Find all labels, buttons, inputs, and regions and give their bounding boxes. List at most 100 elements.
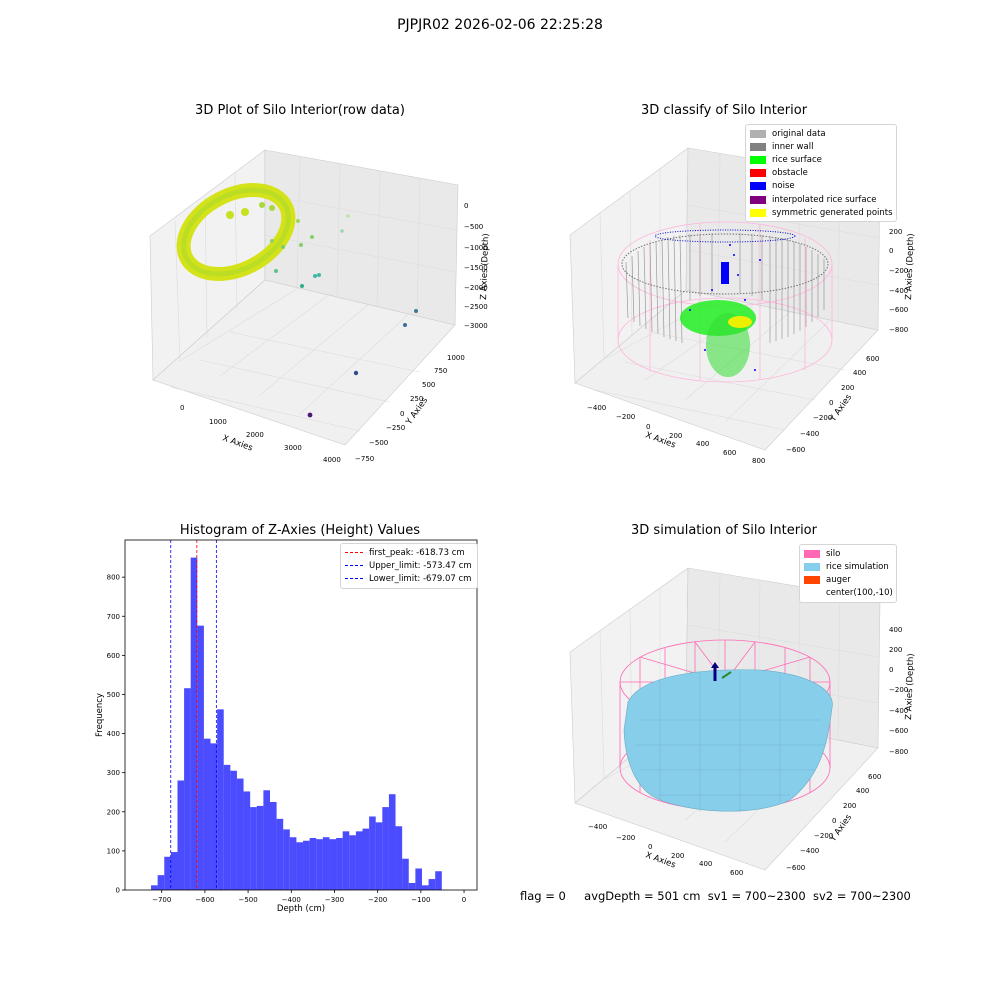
legend-item: noise <box>750 180 892 193</box>
classify-ztick: −600 <box>889 306 908 314</box>
simulation-ytick: −600 <box>786 864 805 872</box>
histogram-xtick-label: −500 <box>238 896 257 904</box>
histogram-xtick-label: −400 <box>282 896 301 904</box>
histogram-bar <box>289 837 297 890</box>
classify-xtick: 0 <box>646 423 650 431</box>
legend-swatch <box>750 169 766 178</box>
raw-ytick: 750 <box>434 367 447 375</box>
histogram-bar <box>355 831 363 890</box>
simulation-ztick: −600 <box>889 727 908 735</box>
histogram-axes-frame <box>124 539 478 891</box>
histogram-xtick-label: 0 <box>462 896 466 904</box>
histogram-bar <box>243 791 251 890</box>
classify-xtick: 400 <box>696 440 709 448</box>
classify-ztick: 0 <box>889 247 893 255</box>
simulation-zlabel: Z Axies (Depth) <box>904 653 916 720</box>
raw-ztick: −2000 <box>464 284 488 292</box>
classify-xtick: −200 <box>616 413 635 421</box>
simulation-ytick: −200 <box>814 832 833 840</box>
raw-xtick: 0 <box>180 404 184 412</box>
raw-ytick: 500 <box>422 381 435 389</box>
simulation-panel-title: 3D simulation of Silo Interior <box>631 523 817 538</box>
histogram-bar <box>316 839 323 890</box>
histogram-bar <box>402 858 409 890</box>
simulation-ytick: 600 <box>868 773 881 781</box>
classify-ztick: −400 <box>889 287 908 295</box>
simulation-ztick: 200 <box>889 646 902 654</box>
simulation-ztick: 0 <box>889 666 893 674</box>
legend-swatch <box>750 155 766 164</box>
histogram-bar <box>203 738 211 890</box>
histogram-bar <box>164 856 171 890</box>
classify-legend: original data inner wall rice surface ob… <box>745 124 897 223</box>
histogram-ytick-label: 800 <box>107 574 120 582</box>
raw-ztick: −2500 <box>464 303 488 311</box>
raw-ytick: 0 <box>400 410 404 418</box>
histogram-bar <box>415 868 422 890</box>
raw-ytick: −250 <box>386 424 405 432</box>
histogram-bar <box>250 807 257 890</box>
raw-ytick: 250 <box>410 395 423 403</box>
simulation-xtick: 400 <box>699 860 712 868</box>
raw-ztick: −3000 <box>464 322 488 330</box>
histogram-bar <box>435 871 442 890</box>
legend-item: center(100,-10) <box>804 587 893 600</box>
raw-ytick: −750 <box>355 455 374 463</box>
classify-xtick: −400 <box>587 404 606 412</box>
histogram-bar <box>256 805 264 890</box>
sv2-text: sv2 = 700~2300 <box>812 889 911 903</box>
raw-xtick: 1000 <box>209 418 227 426</box>
histogram-bar <box>382 807 389 890</box>
histogram-bar <box>210 743 218 890</box>
histogram-bar <box>223 764 231 890</box>
histogram-bar <box>369 816 376 890</box>
legend-swatch <box>750 129 766 138</box>
classify-ztick: 200 <box>889 228 902 236</box>
histogram-bar <box>428 879 436 890</box>
center-marker-icon <box>721 671 732 679</box>
histogram-bar <box>322 837 330 890</box>
raw-xtick: 4000 <box>323 456 341 464</box>
legend-item: rice surface <box>750 153 892 166</box>
histogram-ytick-label: 500 <box>107 691 120 699</box>
simulation-xtick: −200 <box>616 834 635 842</box>
histogram-bar <box>151 885 158 890</box>
rice-simulation-surface <box>623 669 833 812</box>
histogram-ylabel: Frequency <box>95 693 105 737</box>
histogram-bar <box>197 625 204 890</box>
classify-zlabel: Z Axies (Depth) <box>904 233 916 300</box>
simulation-ytick: 0 <box>832 817 836 825</box>
legend-item: symmetric generated points <box>750 206 893 219</box>
histogram-bar <box>303 840 310 890</box>
histogram-bar <box>388 794 396 890</box>
raw-ztick: −1500 <box>464 264 488 272</box>
legend-item: inner wall <box>750 140 892 153</box>
simulation-legend: silo rice simulation auger center(100,-1… <box>799 544 897 603</box>
classify-ytick: 600 <box>866 355 879 363</box>
raw-ztick: −1000 <box>464 244 488 252</box>
classify-ytick: −400 <box>800 430 819 438</box>
simulation-ytick: 400 <box>856 787 869 795</box>
histogram-bar <box>283 829 290 890</box>
legend-item: first_peak: -618.73 cm <box>345 546 473 559</box>
legend-item: interpolated rice surface <box>750 193 892 206</box>
legend-item: Lower_limit: -679.07 cm <box>345 572 473 585</box>
histogram-ytick-label: 200 <box>107 808 120 816</box>
classify-ztick: −800 <box>889 326 908 334</box>
histogram-bar <box>342 831 350 890</box>
raw-ytick: 1000 <box>447 354 465 362</box>
histogram-xlabel: Depth (cm) <box>277 904 325 914</box>
histogram-bar <box>421 885 429 890</box>
histogram-ytick-label: 100 <box>107 847 120 855</box>
histogram-bar <box>375 822 383 890</box>
raw-ytick: −500 <box>369 439 388 447</box>
legend-swatch <box>750 208 766 217</box>
simulation-ztick: −800 <box>889 748 908 756</box>
histogram-ytick-label: 400 <box>107 730 120 738</box>
flag-text: flag = 0 <box>520 889 566 903</box>
figure-title: PJPJR02 2026-02-06 22:25:28 <box>397 17 603 33</box>
simulation-xtick: 600 <box>730 869 743 877</box>
